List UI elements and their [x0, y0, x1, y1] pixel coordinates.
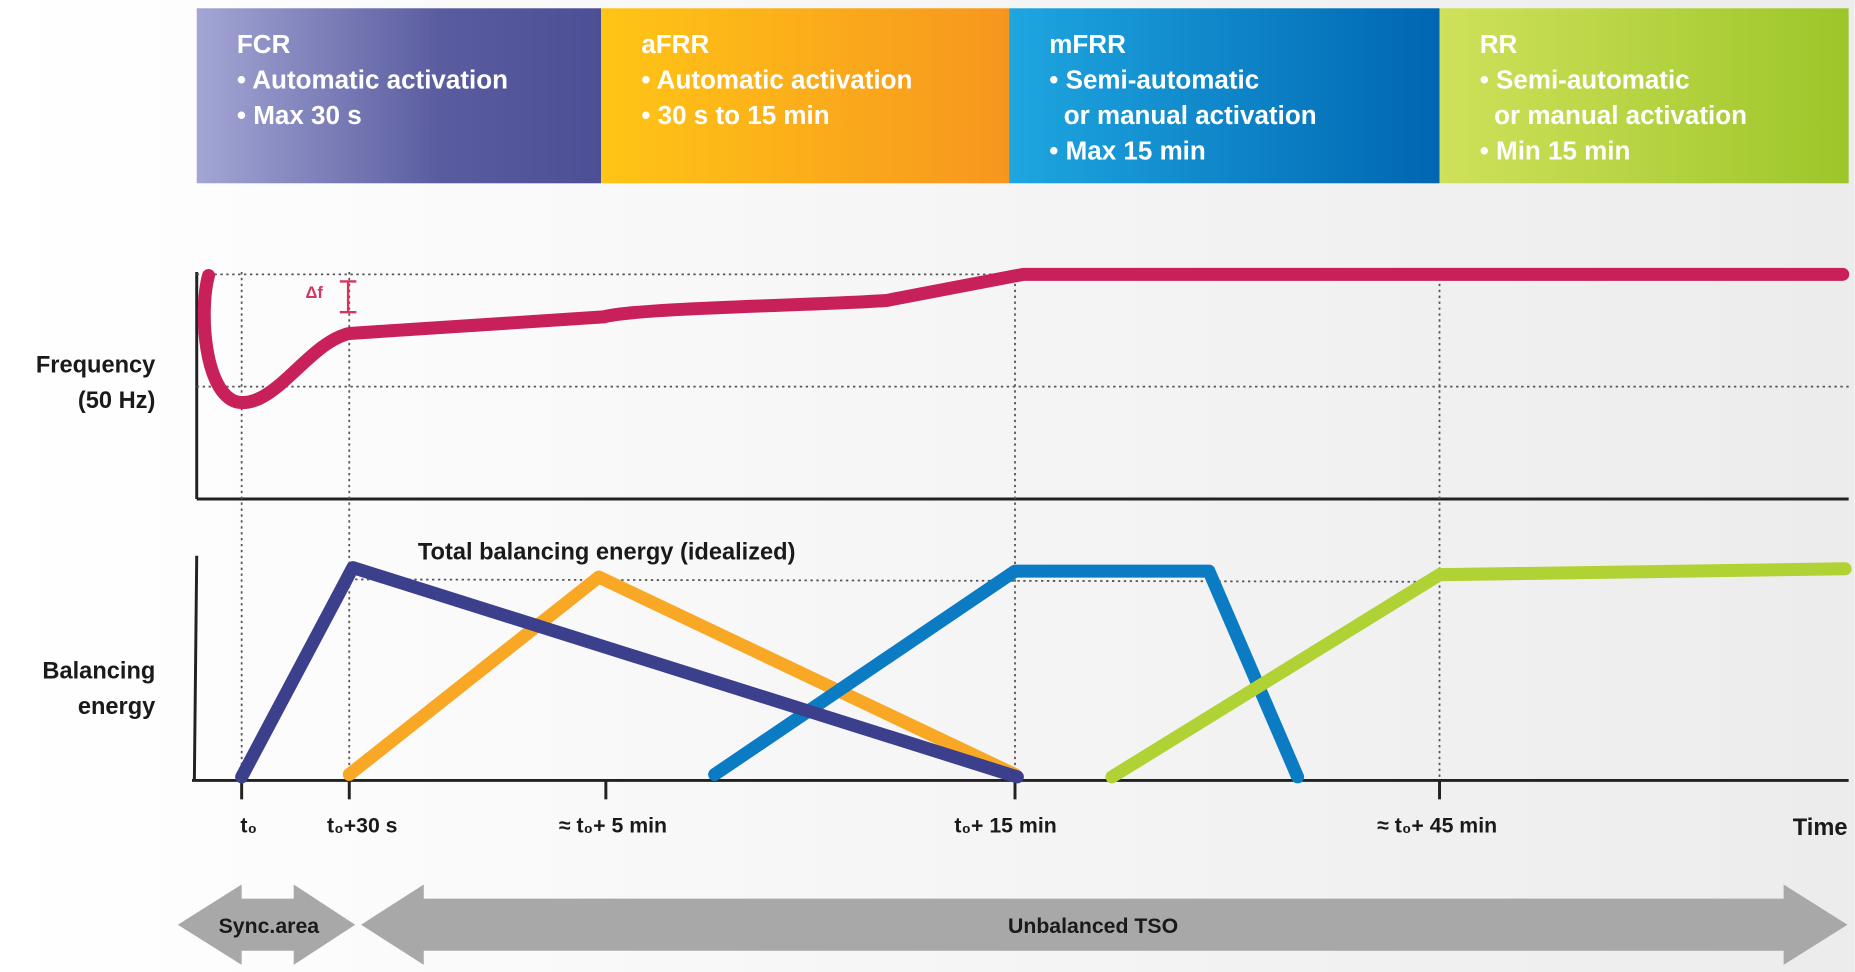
tso-label: Unbalanced TSO	[1008, 914, 1178, 938]
time-label: t₀+ 15 min	[954, 813, 1056, 837]
total-label: Total balancing energy (idealized)	[418, 539, 796, 565]
panel-bullet: or manual activation	[1049, 100, 1316, 130]
balancing-label: energy	[78, 694, 156, 720]
panel-bullet: • Min 15 min	[1480, 136, 1631, 166]
time-label: t₀+30 s	[327, 813, 397, 837]
panel	[1009, 8, 1440, 184]
time-label: t₀	[240, 813, 257, 837]
panel-bullet: or manual activation	[1480, 100, 1747, 130]
panel-bullet: • Automatic activation	[237, 65, 508, 95]
fcr-curve	[235, 561, 1024, 784]
panel-title: FCR	[237, 29, 291, 59]
frequency-curve	[197, 267, 1850, 409]
delta-label: Δf	[306, 283, 324, 302]
panel-title: aFRR	[641, 29, 709, 59]
delta-marker	[339, 280, 357, 314]
panel	[601, 8, 1010, 184]
panel-bullet: • Semi-automatic	[1480, 65, 1690, 95]
time-axis-label: Time	[1793, 815, 1848, 841]
afrr-curve	[342, 570, 1022, 782]
axis	[192, 555, 199, 781]
panels: FCR • Automatic activation • Max 30 s aFRR •…	[196, 8, 1849, 184]
time-label: ≈ t₀+ 45 min	[1377, 813, 1497, 837]
panel-bullet: • Semi-automatic	[1049, 65, 1259, 95]
frequency-label: (50 Hz)	[78, 388, 155, 414]
panel-bullet: • 30 s to 15 min	[641, 100, 829, 130]
sync-arrow	[177, 884, 356, 965]
balancing-label: Balancing	[42, 659, 155, 685]
panel-bullet: • Max 30 s	[237, 100, 362, 130]
rr-curve	[1105, 562, 1852, 784]
panel-title: RR	[1480, 29, 1518, 59]
tso-arrow	[361, 884, 1848, 965]
sync-label: Sync.area	[219, 914, 320, 938]
frequency-label: Frequency	[36, 352, 156, 378]
panel	[196, 8, 602, 184]
panel-bullet: • Max 15 min	[1049, 136, 1206, 166]
panel-title: mFRR	[1049, 29, 1126, 59]
panel	[1439, 8, 1849, 184]
time-label: ≈ t₀+ 5 min	[559, 813, 667, 837]
mfrr-curve	[708, 564, 1305, 784]
ticks	[240, 780, 1441, 800]
panel-bullet: • Automatic activation	[641, 65, 912, 95]
